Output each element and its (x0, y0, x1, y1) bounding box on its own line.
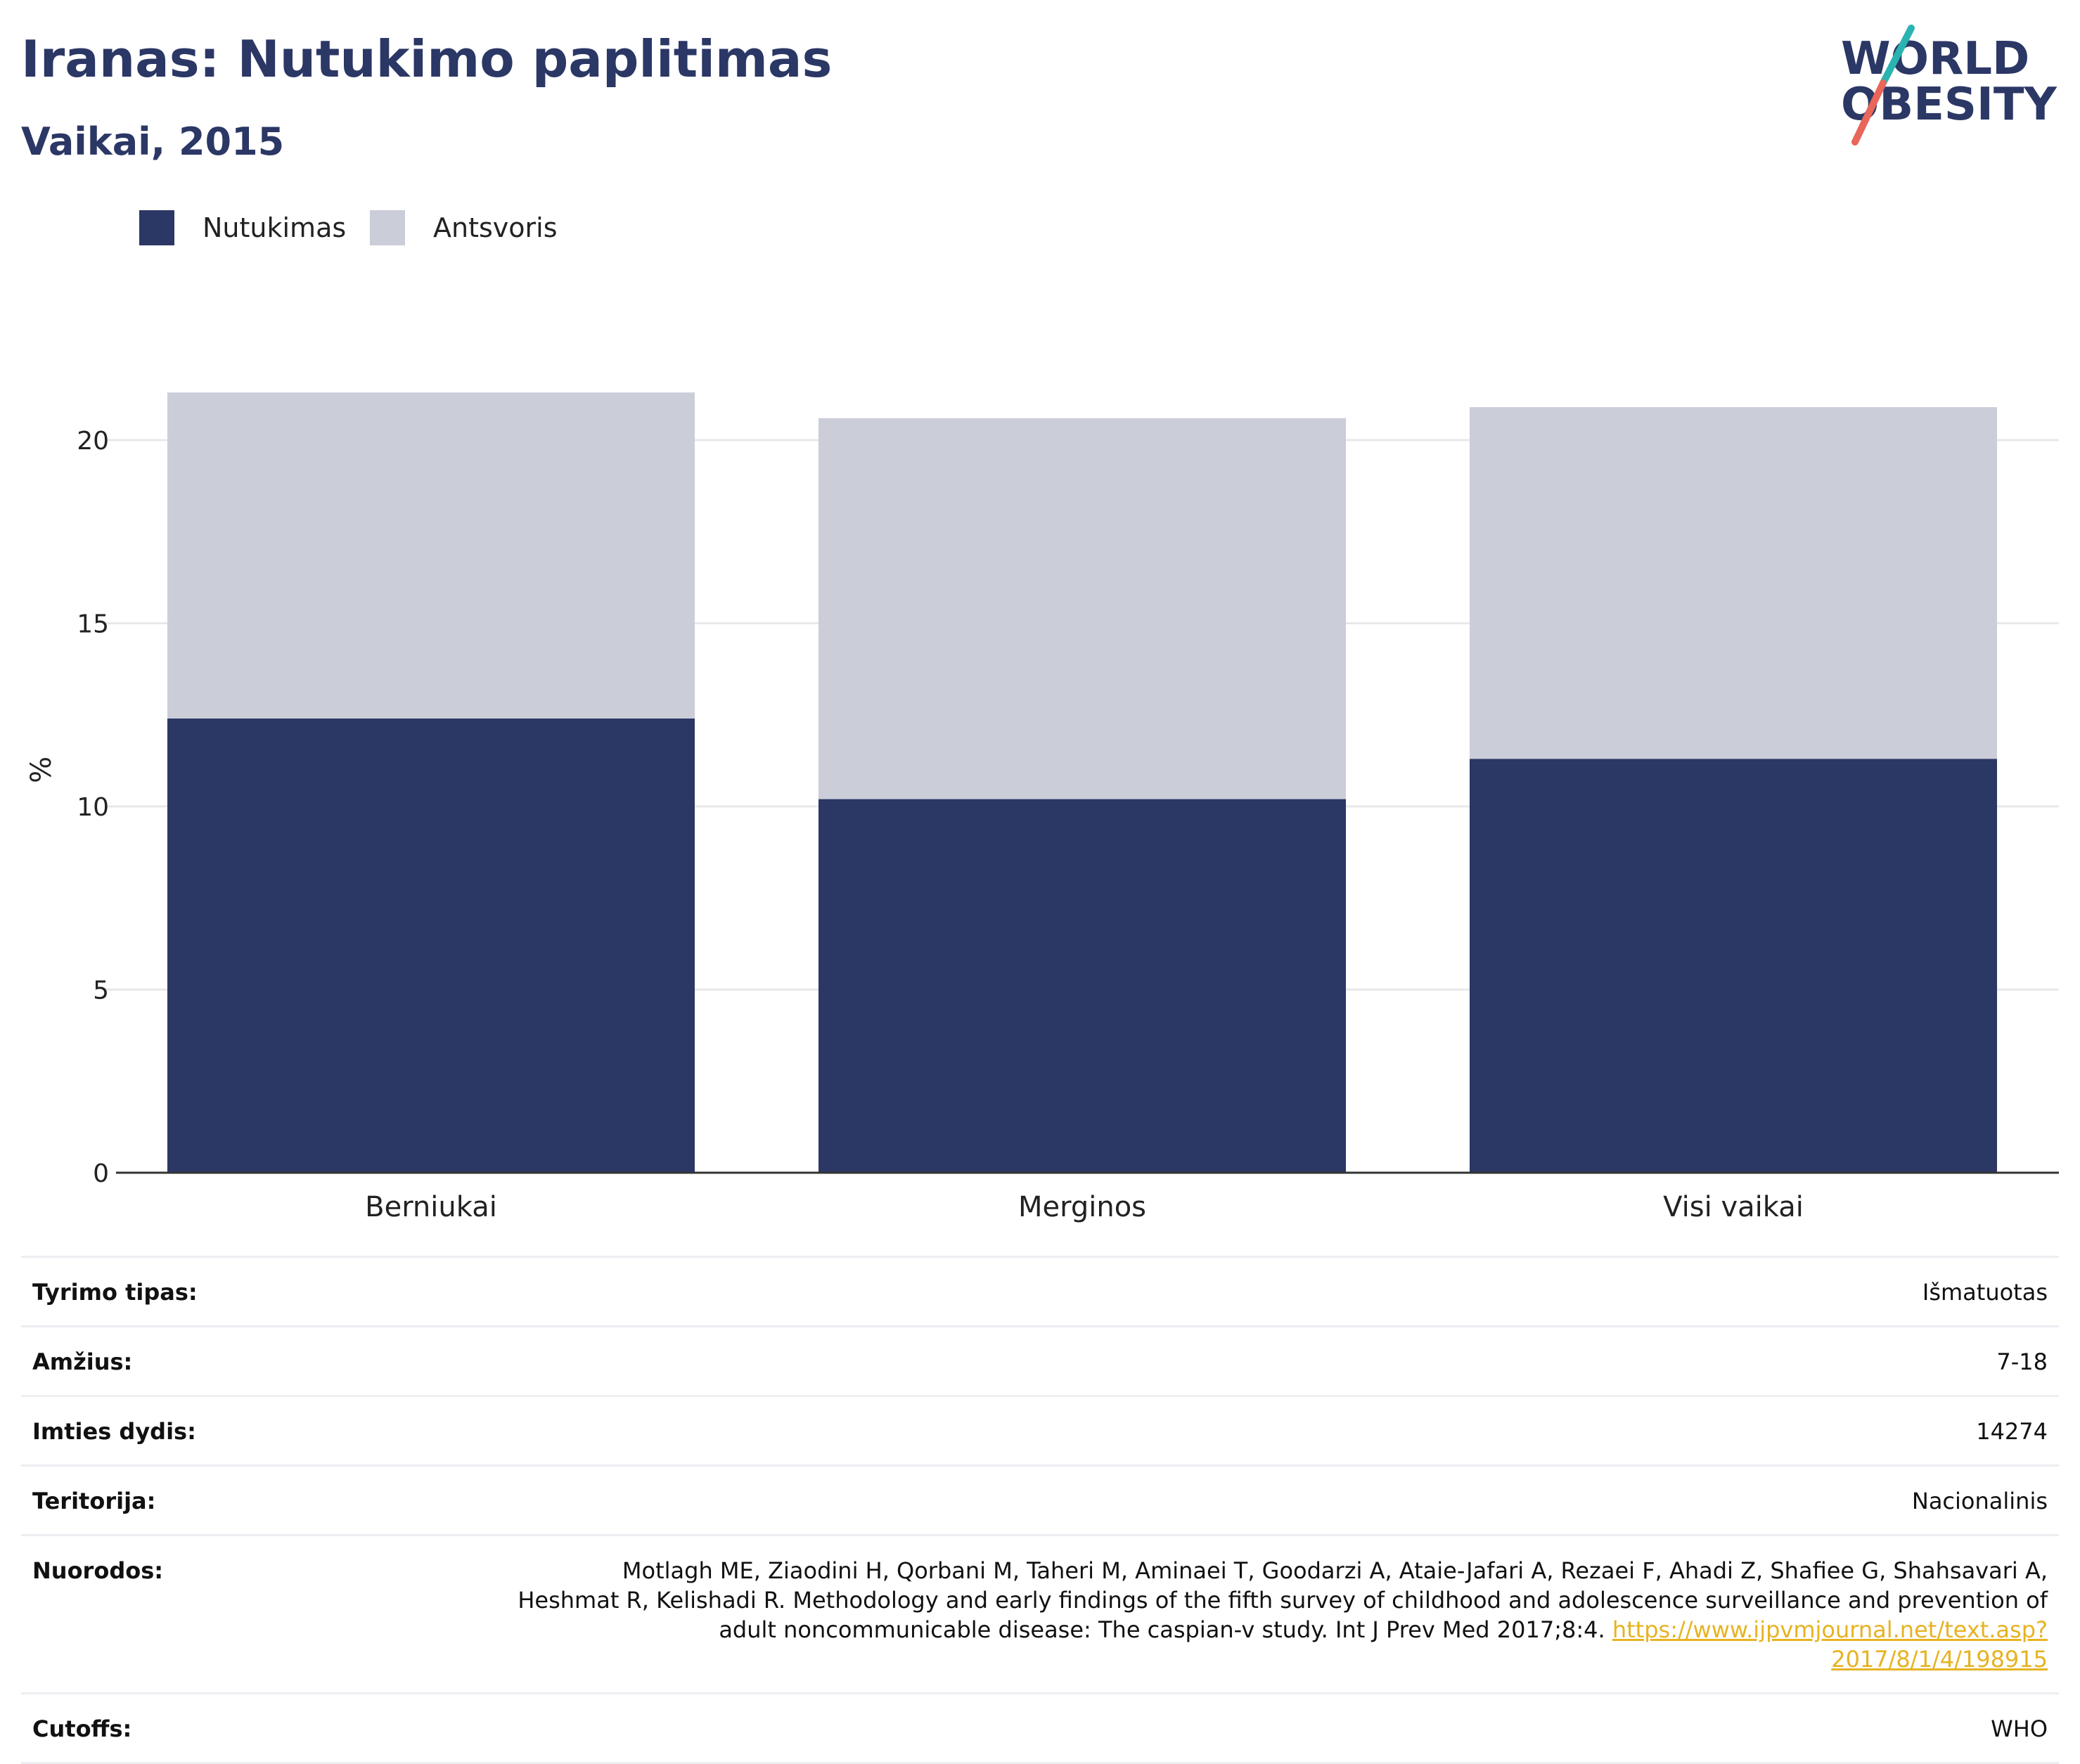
details-value: 7-18 (1996, 1348, 2048, 1375)
details-table: Tyrimo tipas: Išmatuotas Amžius: 7-18 Im… (21, 1256, 2059, 1764)
details-row-references: Nuorodos: Motlagh ME, Ziaodini H, Qorban… (21, 1536, 2059, 1694)
x-tick-label: Merginos (1018, 1191, 1146, 1223)
x-tick-label: Visi vaikai (1663, 1191, 1804, 1223)
legend-swatch-overweight (370, 210, 405, 245)
bar-obesity (167, 718, 695, 1173)
stacked-bar-chart: 0 5 10 15 20% Berniukai Merginos Visi vaikai (25, 392, 2059, 1223)
bar-overweight (818, 418, 1346, 799)
legend-item-obesity[interactable]: Nutukimas (139, 208, 346, 247)
details-label: Amžius: (32, 1348, 133, 1375)
reference-text: Motlagh ME, Ziaodini H, Qorbani M, Taher… (518, 1557, 2048, 1643)
details-value-references: Motlagh ME, Ziaodini H, Qorbani M, Taher… (515, 1556, 2048, 1674)
logo-line1: WORLD (1841, 33, 2029, 85)
bar-overweight (167, 392, 695, 719)
logo-slash-top (1880, 25, 1915, 86)
x-tick-label: Berniukai (365, 1191, 497, 1223)
world-obesity-logo: WORLD OBESITY (1841, 25, 2057, 146)
details-label: Cutoffs: (32, 1715, 132, 1742)
details-label: Teritorija: (32, 1488, 156, 1514)
logo-line2: OBESITY (1841, 79, 2057, 131)
y-axis-label: % (25, 757, 58, 783)
details-row-sample-size: Imties dydis: 14274 (21, 1397, 2059, 1467)
y-tick-label: 15 (77, 610, 109, 639)
legend-label-overweight: Antsvoris (433, 212, 558, 243)
details-value: Nacionalinis (1911, 1488, 2048, 1514)
y-tick-label: 10 (77, 793, 109, 822)
bar-obesity (818, 799, 1346, 1173)
chart-title: Iranas: Nutukimo paplitimas (21, 30, 833, 89)
details-row-territory: Teritorija: Nacionalinis (21, 1467, 2059, 1536)
details-row-age: Amžius: 7-18 (21, 1327, 2059, 1397)
y-tick-label: 20 (77, 427, 109, 456)
details-label: Tyrimo tipas: (32, 1279, 198, 1306)
details-row-cutoffs: Cutoffs: WHO (21, 1694, 2059, 1764)
bar-overweight (1470, 407, 1997, 759)
chart-subtitle: Vaikai, 2015 (21, 120, 285, 164)
legend-item-overweight[interactable]: Antsvoris (370, 208, 558, 247)
bar-obesity (1470, 759, 1997, 1173)
y-tick-label: 0 (93, 1159, 109, 1188)
legend-swatch-obesity (139, 210, 174, 245)
details-value: Išmatuotas (1922, 1279, 2048, 1306)
details-value: WHO (1991, 1715, 2048, 1742)
details-row-survey-type: Tyrimo tipas: Išmatuotas (21, 1258, 2059, 1327)
logo-slash-bottom (1851, 79, 1887, 146)
details-label: Nuorodos: (32, 1557, 164, 1584)
y-tick-label: 5 (93, 977, 109, 1005)
reference-link[interactable]: https://www.ijpvmjournal.net/text.asp?20… (1612, 1616, 2048, 1673)
details-label: Imties dydis: (32, 1418, 196, 1445)
details-value: 14274 (1976, 1418, 2048, 1445)
legend-label-obesity: Nutukimas (203, 212, 347, 243)
